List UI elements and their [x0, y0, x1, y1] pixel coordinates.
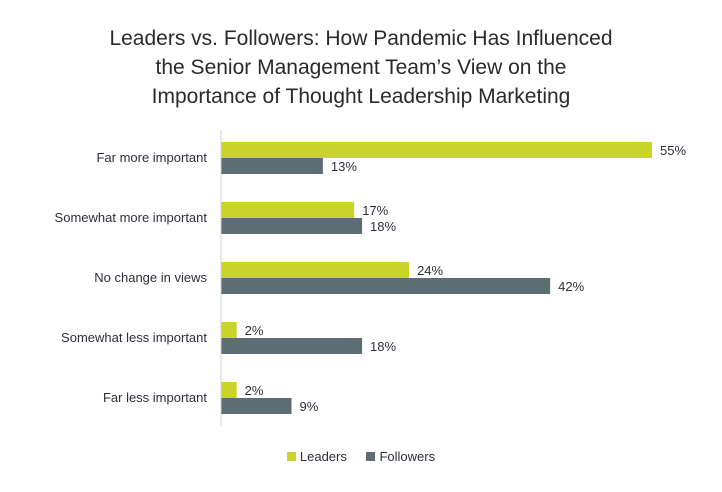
title-line: Importance of Thought Leadership Marketi…	[151, 85, 571, 108]
data-label: 55%	[660, 143, 686, 158]
data-label: 18%	[370, 219, 396, 234]
category-label: Somewhat more important	[55, 210, 208, 225]
bar-followers	[221, 158, 323, 174]
bar-followers	[221, 398, 292, 414]
data-label: 18%	[370, 339, 396, 354]
bar-leaders	[221, 202, 355, 218]
data-label: 13%	[331, 159, 357, 174]
data-label: 9%	[300, 399, 319, 414]
legend-label: Leaders	[299, 449, 347, 464]
bar-leaders	[221, 142, 652, 158]
title-line: Leaders vs. Followers: How Pandemic Has …	[109, 27, 613, 50]
category-label: Somewhat less important	[61, 330, 207, 345]
legend-swatch	[286, 452, 296, 461]
bar-followers	[221, 218, 363, 234]
data-label: 2%	[245, 323, 264, 338]
bar-followers	[221, 338, 363, 354]
category-label: No change in views	[94, 270, 207, 285]
bar-leaders	[221, 262, 410, 278]
legend: Leaders Followers	[0, 449, 722, 464]
legend-swatch	[366, 452, 376, 461]
bar-leaders	[221, 382, 237, 398]
data-label: 17%	[362, 203, 388, 218]
title-line: the Senior Management Team’s View on the	[155, 56, 567, 79]
category-label: Far more important	[96, 150, 207, 165]
bar-followers	[221, 278, 551, 294]
legend-label: Followers	[379, 449, 436, 464]
data-label: 2%	[245, 383, 264, 398]
category-label: Far less important	[103, 390, 207, 405]
data-label: 42%	[558, 279, 584, 294]
legend-item-leaders: Leaders	[286, 449, 347, 464]
bar-leaders	[221, 322, 237, 338]
legend-item-followers: Followers	[366, 449, 435, 464]
data-label: 24%	[417, 263, 443, 278]
chart-title: Leaders vs. Followers: How Pandemic Has …	[0, 24, 722, 111]
